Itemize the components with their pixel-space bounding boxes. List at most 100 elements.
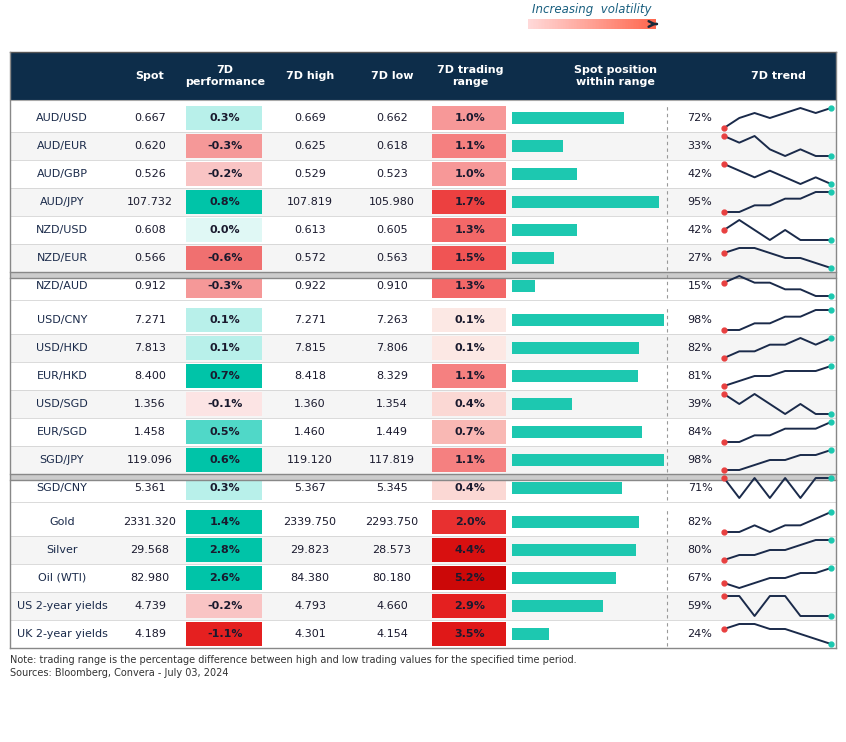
Text: 4.660: 4.660 — [376, 601, 408, 611]
Bar — [512, 112, 624, 125]
Bar — [432, 364, 506, 388]
Bar — [639, 19, 641, 29]
Text: 0.7%: 0.7% — [210, 371, 240, 381]
Bar — [649, 19, 651, 29]
Text: 39%: 39% — [688, 399, 712, 409]
Bar — [531, 19, 533, 29]
Text: 7.813: 7.813 — [134, 343, 166, 353]
Bar — [615, 19, 618, 29]
Text: 7D trading
range: 7D trading range — [437, 65, 503, 88]
Bar — [512, 139, 563, 152]
Bar — [186, 246, 262, 270]
Bar — [638, 19, 640, 29]
Text: 5.361: 5.361 — [135, 483, 166, 493]
Text: Increasing  volatility: Increasing volatility — [532, 4, 651, 16]
Bar — [558, 19, 560, 29]
Text: 67%: 67% — [688, 573, 712, 583]
Text: 0.6%: 0.6% — [210, 455, 240, 465]
Bar — [640, 19, 643, 29]
Bar — [512, 482, 622, 494]
Text: 0.566: 0.566 — [135, 253, 166, 263]
Text: 1.0%: 1.0% — [454, 169, 486, 179]
Bar — [568, 19, 569, 29]
Text: -1.1%: -1.1% — [207, 629, 243, 639]
Bar — [512, 342, 639, 354]
Bar — [620, 19, 622, 29]
Bar — [550, 19, 552, 29]
Bar — [536, 19, 538, 29]
Bar — [10, 52, 836, 100]
Bar — [432, 622, 506, 646]
Text: 84.380: 84.380 — [290, 573, 329, 583]
Bar — [10, 536, 836, 564]
Text: USD/HKD: USD/HKD — [36, 343, 88, 353]
Bar — [609, 19, 611, 29]
Text: 0.529: 0.529 — [294, 169, 326, 179]
Text: Gold: Gold — [49, 517, 74, 527]
Bar — [636, 19, 638, 29]
Text: 0.605: 0.605 — [376, 225, 408, 235]
Bar — [10, 508, 836, 536]
Bar — [574, 19, 576, 29]
Bar — [432, 106, 506, 130]
Bar — [432, 538, 506, 562]
Text: 7D
performance: 7D performance — [185, 65, 265, 88]
Text: 0.5%: 0.5% — [210, 427, 240, 437]
Text: 1.7%: 1.7% — [454, 197, 486, 207]
Text: 29.568: 29.568 — [130, 545, 169, 555]
Bar — [432, 510, 506, 534]
Bar — [10, 188, 836, 216]
Text: 2293.750: 2293.750 — [365, 517, 419, 527]
Text: 0.662: 0.662 — [376, 113, 408, 123]
Bar — [10, 272, 836, 278]
Text: 2331.320: 2331.320 — [124, 517, 177, 527]
Text: -0.2%: -0.2% — [207, 601, 243, 611]
Text: AUD/JPY: AUD/JPY — [40, 197, 85, 207]
Text: 107.732: 107.732 — [127, 197, 173, 207]
Bar — [604, 19, 607, 29]
Text: -0.1%: -0.1% — [207, 399, 243, 409]
Bar — [631, 19, 634, 29]
Bar — [186, 420, 262, 444]
Text: 2.0%: 2.0% — [454, 517, 486, 527]
Bar — [613, 19, 614, 29]
Text: 1.3%: 1.3% — [454, 225, 486, 235]
Text: 72%: 72% — [688, 113, 712, 123]
Bar — [566, 19, 569, 29]
Text: 4.739: 4.739 — [134, 601, 166, 611]
Text: 95%: 95% — [688, 197, 712, 207]
Bar — [10, 620, 836, 648]
Text: Sources: Bloomberg, Convera - July 03, 2024: Sources: Bloomberg, Convera - July 03, 2… — [10, 668, 228, 678]
Text: 0.613: 0.613 — [294, 225, 326, 235]
Text: 0.3%: 0.3% — [210, 113, 240, 123]
Text: 0.620: 0.620 — [135, 141, 166, 151]
Text: 1.460: 1.460 — [294, 427, 326, 437]
Text: 1.0%: 1.0% — [454, 113, 486, 123]
Bar — [629, 19, 632, 29]
Bar — [432, 162, 506, 186]
Bar — [186, 510, 262, 534]
Bar — [10, 334, 836, 362]
Text: USD/CNY: USD/CNY — [37, 315, 87, 325]
Text: 1.360: 1.360 — [294, 399, 326, 409]
Bar — [512, 544, 636, 556]
Text: Note: trading range is the percentage difference between high and low trading va: Note: trading range is the percentage di… — [10, 655, 577, 665]
Bar — [186, 106, 262, 130]
Bar — [432, 594, 506, 618]
Bar — [512, 280, 536, 292]
Text: 81%: 81% — [688, 371, 712, 381]
Bar — [542, 19, 544, 29]
Text: 4.301: 4.301 — [294, 629, 326, 639]
Text: AUD/EUR: AUD/EUR — [36, 141, 87, 151]
Text: 0.572: 0.572 — [294, 253, 326, 263]
Bar — [432, 274, 506, 298]
Bar — [600, 19, 602, 29]
Bar — [186, 308, 262, 332]
Text: 1.5%: 1.5% — [454, 253, 486, 263]
Bar — [628, 19, 630, 29]
Bar — [553, 19, 556, 29]
Bar — [564, 19, 567, 29]
Bar — [432, 308, 506, 332]
Bar — [512, 196, 659, 209]
Text: 105.980: 105.980 — [369, 197, 415, 207]
